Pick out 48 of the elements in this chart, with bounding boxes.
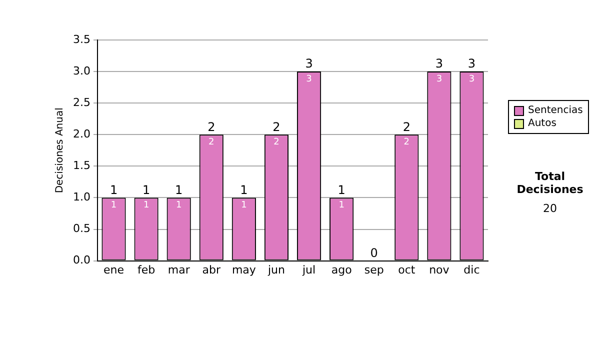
- y-tick-label: 0.0: [72, 254, 90, 267]
- x-tick-label: nov: [429, 263, 450, 276]
- total-label: 2: [208, 120, 216, 134]
- data-label: 1: [241, 200, 247, 211]
- x-tick-label: abr: [202, 263, 221, 276]
- x-tick-label: oct: [398, 263, 416, 276]
- data-label: 1: [110, 200, 117, 211]
- total-label: 1: [110, 182, 118, 197]
- total-label: 0: [370, 246, 378, 260]
- y-axis-title: Decisiones Anual: [54, 108, 66, 194]
- legend-label: Autos: [528, 117, 556, 130]
- y-tick-label: 1.0: [72, 190, 90, 204]
- total-label: 1: [142, 182, 150, 197]
- x-tick-label: mar: [168, 263, 190, 276]
- data-label: 1: [143, 200, 150, 211]
- data-label: 1: [176, 200, 182, 211]
- data-label: 3: [436, 74, 442, 84]
- x-tick-label: jun: [266, 263, 286, 276]
- y-tick-label: 3.5: [72, 32, 90, 46]
- data-label: 2: [274, 137, 280, 148]
- y-tick-label: 2.0: [72, 127, 90, 140]
- y-tick-label: 0.5: [72, 222, 90, 236]
- x-tick-label: sep: [364, 263, 384, 276]
- x-tick-label: ene: [104, 263, 124, 276]
- data-label: 2: [404, 137, 410, 148]
- data-label: 1: [338, 200, 344, 211]
- x-tick-label: ago: [331, 263, 352, 276]
- data-label: 3: [468, 74, 475, 84]
- x-tick-label: dic: [464, 263, 480, 276]
- data-label: 3: [306, 74, 312, 84]
- text: 20: [542, 202, 558, 215]
- x-tick-label: feb: [137, 263, 156, 276]
- total-label: 1: [175, 182, 183, 197]
- text: Total Decisiones: [516, 170, 584, 196]
- legend-label: Sentencias: [528, 104, 583, 117]
- y-tick-label: 2.5: [72, 96, 90, 109]
- total-label: 2: [402, 120, 410, 134]
- total-label: 3: [435, 56, 444, 71]
- x-tick-label: may: [232, 263, 256, 276]
- total-label: 1: [338, 182, 346, 197]
- total-label: 3: [468, 56, 476, 71]
- total-label: 3: [305, 56, 313, 71]
- x-tick-label: jul: [301, 263, 316, 276]
- y-tick-label: 1.5: [72, 159, 90, 172]
- y-tick-label: 3.0: [72, 64, 90, 78]
- total-label: 1: [240, 182, 248, 197]
- total-label: 2: [272, 120, 280, 134]
- data-label: 2: [208, 137, 214, 148]
